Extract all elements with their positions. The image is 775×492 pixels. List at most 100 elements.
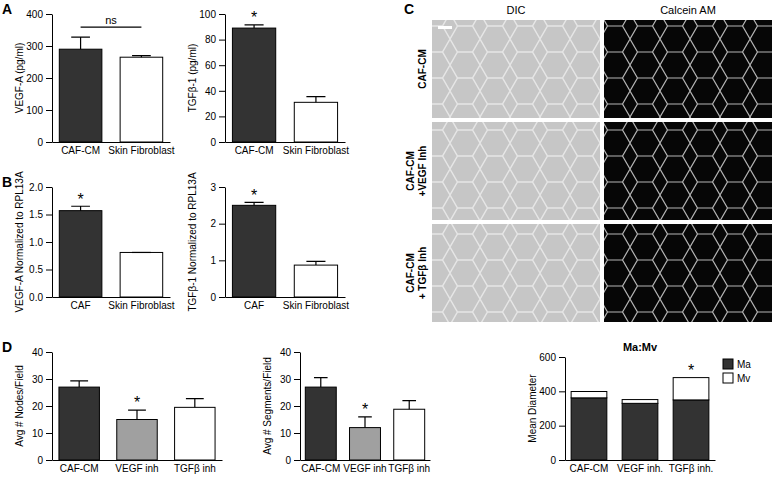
tick-label: 0 — [210, 292, 216, 303]
tick-mark — [219, 260, 225, 261]
tick-label: 0 — [550, 455, 556, 466]
tick-mark — [46, 110, 52, 111]
tick-label: 40 — [280, 347, 292, 358]
panel-label: B — [2, 174, 12, 190]
bar — [59, 387, 99, 460]
category-label: TGFβ inh — [388, 463, 430, 474]
bar — [232, 28, 275, 142]
tick-label: 200 — [26, 73, 43, 84]
error-bar — [186, 399, 204, 408]
significance-marker: * — [362, 401, 368, 418]
y-tick: 40 — [280, 347, 300, 358]
tick-label: 100 — [199, 9, 216, 20]
x-axis: CAF-CMVEGF inh.TGFβ inh. — [566, 461, 716, 475]
tick-mark — [559, 426, 565, 427]
bar-segment — [622, 400, 658, 404]
y-tick: 0 — [37, 137, 52, 148]
tick-label: 100 — [26, 105, 43, 116]
plot-area — [232, 25, 337, 142]
panel-label: C — [404, 1, 414, 17]
chart-title: Ma:Mv — [623, 341, 658, 353]
x-tick: CAF-CM — [235, 145, 274, 156]
tick-mark — [219, 224, 225, 225]
tick-mark — [559, 357, 565, 358]
tick-label: 40 — [205, 86, 217, 97]
row-label: +VEGF Inh — [417, 146, 428, 197]
error-bar — [306, 261, 325, 265]
axis-line — [53, 460, 223, 461]
y-tick: 20 — [280, 401, 300, 412]
x-tick: VEGF inh — [115, 463, 158, 474]
tick-label: 0 — [285, 455, 291, 466]
x-tick: Skin Fibroblast — [108, 300, 174, 311]
tick-label: 3 — [210, 182, 216, 193]
bar — [350, 428, 381, 460]
tick-mark — [46, 270, 52, 271]
category-label: CAF — [244, 300, 264, 311]
bar-segment — [622, 403, 658, 460]
category-label: Skin Fibroblast — [108, 300, 174, 311]
x-tick: CAF — [71, 300, 91, 311]
bar — [294, 265, 337, 297]
x-axis: CAF-CM Skin Fibroblast — [226, 143, 350, 157]
plot-area — [305, 378, 424, 460]
x-tick: CAF-CM — [60, 463, 99, 474]
figure-root: ABCDDICCalcein AMCAF-CMCAF-CM+VEGF InhCA… — [0, 0, 775, 492]
y-tick: 20 — [32, 401, 52, 412]
bar — [175, 407, 215, 460]
y-axis-title: VEGF-A Normalized to RPL13A — [14, 171, 25, 312]
x-tick: VEGF inh — [343, 463, 386, 474]
micrograph — [432, 224, 600, 322]
tick-mark — [219, 116, 225, 117]
image-panel: DICCalcein AMCAF-CMCAF-CM+VEGF InhCAF-CM… — [405, 4, 772, 322]
x-axis: CAF-CMSkin Fibroblast — [53, 143, 175, 157]
bar-segment — [673, 378, 709, 400]
y-tick: 10 — [32, 428, 52, 439]
significance-marker: * — [688, 362, 694, 379]
bar — [117, 420, 157, 461]
legend-swatch — [723, 373, 733, 383]
x-axis: CAF-CMVEGF inhTGFβ inh — [53, 461, 223, 475]
tick-mark — [294, 379, 300, 380]
tick-label: 40 — [32, 347, 44, 358]
axis-line — [301, 460, 431, 461]
tick-label: 10 — [280, 428, 292, 439]
tick-mark — [219, 187, 225, 188]
x-axis: CAF-CMVEGF inhTGFβ inh — [301, 461, 431, 475]
y-tick: 40 — [32, 347, 52, 358]
tick-label: 400 — [539, 386, 556, 397]
y-axis-title: Avg # Segments/Field — [262, 357, 273, 455]
significance-marker: * — [251, 187, 257, 204]
y-tick: 100 — [26, 105, 52, 116]
y-tick: 0 — [37, 455, 52, 466]
plot-area — [59, 206, 162, 297]
significance-marker: * — [77, 191, 83, 208]
y-tick: 3 — [210, 182, 225, 193]
tick-label: 0 — [37, 455, 43, 466]
significance-marker: * — [134, 394, 140, 411]
tick-label: 0 — [37, 137, 43, 148]
y-tick: 100 — [199, 9, 225, 20]
tick-label: 600 — [539, 352, 556, 363]
micrograph — [432, 122, 600, 220]
row-label: + TGFβ Inh — [417, 247, 428, 300]
y-tick: 200 — [539, 420, 565, 431]
axis-line — [225, 15, 226, 143]
row-label: CAF-CM — [405, 253, 416, 292]
error-bar — [314, 378, 328, 387]
axis-line — [566, 460, 716, 461]
tick-label: 0 — [210, 137, 216, 148]
category-label: Skin Fibroblast — [283, 300, 349, 311]
y-tick: 0 — [285, 455, 300, 466]
tick-label: 200 — [539, 420, 556, 431]
scale-bar — [438, 26, 452, 29]
error-bar — [71, 37, 90, 49]
panel-label: A — [2, 1, 12, 17]
micrograph — [604, 122, 772, 220]
significance-bracket — [81, 26, 142, 27]
x-tick: Skin Fibroblast — [283, 145, 349, 156]
significance-label: ns — [105, 14, 117, 26]
bar-segment — [571, 392, 607, 398]
tick-label: 2.0 — [29, 182, 43, 193]
category-label: CAF-CM — [61, 145, 100, 156]
